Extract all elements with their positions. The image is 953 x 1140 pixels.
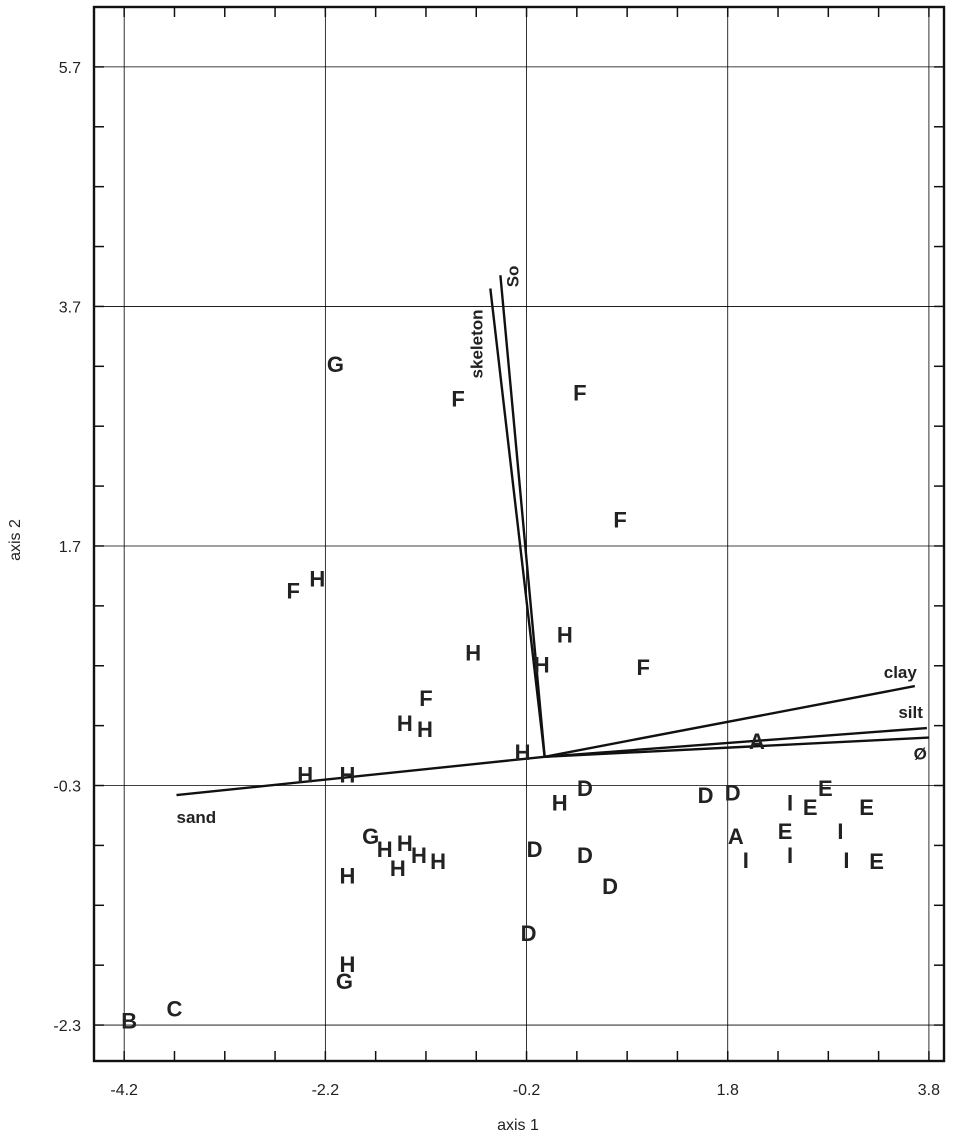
vector-label-3: silt — [898, 703, 923, 722]
point-23: E — [803, 795, 818, 820]
x-tick-label-0: -4.2 — [110, 1082, 138, 1099]
point-7: H — [465, 641, 481, 666]
point-4: F — [286, 578, 299, 603]
y-tick-label-0: 5.7 — [59, 60, 81, 77]
vector-line-4 — [544, 736, 929, 758]
point-10: F — [419, 686, 432, 711]
point-38: I — [843, 848, 849, 873]
point-27: E — [778, 819, 793, 844]
vector-label-5: sand — [176, 808, 216, 827]
point-8: H — [534, 653, 550, 678]
point-39: E — [869, 849, 884, 874]
point-33: H — [390, 856, 406, 881]
point-1: F — [451, 387, 464, 412]
vector-label-2: clay — [884, 663, 918, 682]
point-42: D — [521, 921, 537, 946]
point-15: H — [297, 763, 313, 788]
point-14: A — [749, 729, 765, 754]
point-36: I — [743, 848, 749, 873]
point-22: E — [818, 776, 833, 801]
point-5: H — [309, 566, 325, 591]
y-tick-label-4: -2.3 — [53, 1018, 81, 1035]
point-37: I — [787, 843, 793, 868]
axis-ticks — [94, 6, 944, 1061]
plot-frame — [92, 5, 946, 1063]
point-28: I — [837, 819, 843, 844]
point-19: D — [698, 783, 714, 808]
point-46: B — [121, 1008, 137, 1033]
vector-line-0 — [489, 288, 546, 757]
point-0: G — [327, 352, 344, 377]
point-20: D — [725, 781, 741, 806]
point-45: C — [167, 996, 183, 1021]
point-31: H — [411, 843, 427, 868]
point-41: D — [602, 874, 618, 899]
point-29: H — [377, 837, 393, 862]
vector-label-4: Ø — [914, 745, 927, 764]
point-21: I — [787, 790, 793, 815]
vector-line-5 — [176, 755, 545, 797]
y-tick-label-3: -0.3 — [53, 779, 81, 796]
vector-label-1: So — [503, 266, 522, 288]
point-16: H — [340, 763, 356, 788]
x-tick-label-1: -2.2 — [312, 1082, 340, 1099]
point-44: G — [336, 969, 353, 994]
point-40: H — [340, 863, 356, 888]
grid-lines — [94, 7, 944, 1061]
vector-label-0: skeleton — [467, 309, 486, 378]
point-18: H — [552, 790, 568, 815]
x-tick-label-2: -0.2 — [513, 1082, 541, 1099]
point-17: D — [577, 776, 593, 801]
y-tick-label-1: 3.7 — [59, 299, 81, 316]
point-26: A — [728, 824, 744, 849]
point-34: D — [527, 837, 543, 862]
point-25: G — [362, 824, 379, 849]
x-tick-label-4: 3.8 — [918, 1082, 940, 1099]
tick-labels: -4.2 -2.2 -0.2 1.8 3.8 5.7 3.7 1.7 -0.3 -2.3 — [53, 60, 940, 1099]
sample-points: GF FFF HHH H FFH HH AH HDH D D IEE EG A E IH HH HHD D I I I E… — [121, 352, 884, 1033]
point-35: D — [577, 843, 593, 868]
vector-line-1 — [499, 275, 546, 757]
x-axis-title: axis 1 — [497, 1117, 539, 1134]
x-tick-label-3: 1.8 — [717, 1082, 739, 1099]
point-24: E — [859, 795, 874, 820]
vector-line-3 — [544, 726, 927, 758]
point-6: H — [557, 623, 573, 648]
point-12: H — [417, 717, 433, 742]
point-3: F — [613, 508, 626, 533]
point-43: H — [340, 952, 356, 977]
vector-line-2 — [544, 684, 916, 758]
point-13: H — [515, 740, 531, 765]
y-axis-title: axis 2 — [7, 519, 24, 561]
point-30: H — [397, 831, 413, 856]
point-9: F — [637, 655, 650, 680]
y-tick-label-2: 1.7 — [59, 539, 81, 556]
point-11: H — [397, 711, 413, 736]
point-32: H — [430, 849, 446, 874]
point-2: F — [573, 381, 586, 406]
